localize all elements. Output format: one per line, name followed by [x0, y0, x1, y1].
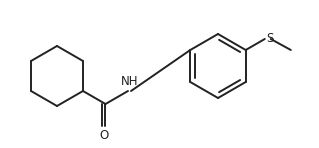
Text: O: O: [100, 129, 109, 142]
Text: NH: NH: [121, 75, 139, 88]
Text: S: S: [266, 32, 273, 45]
